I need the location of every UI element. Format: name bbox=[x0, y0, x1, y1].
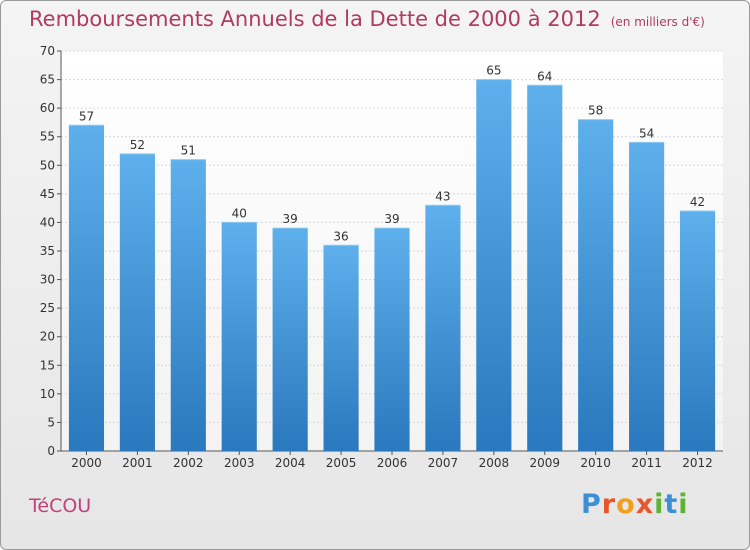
x-tick-label: 2002 bbox=[173, 456, 204, 470]
bar bbox=[170, 159, 206, 452]
x-tick-label: 2012 bbox=[682, 456, 713, 470]
y-tick-label: 40 bbox=[40, 215, 55, 229]
bar bbox=[578, 119, 614, 452]
x-tick-label: 2010 bbox=[580, 456, 611, 470]
y-tick-label: 45 bbox=[40, 187, 55, 201]
x-tick-label: 2005 bbox=[326, 456, 357, 470]
bar-value-label: 42 bbox=[690, 195, 705, 209]
y-tick-label: 65 bbox=[40, 73, 55, 87]
bar bbox=[323, 245, 359, 451]
bar-value-label: 43 bbox=[435, 189, 450, 203]
bar-value-label: 39 bbox=[384, 212, 399, 226]
bar bbox=[527, 85, 563, 452]
bar-value-label: 58 bbox=[588, 104, 603, 118]
x-tick-label: 2004 bbox=[275, 456, 306, 470]
y-tick-label: 55 bbox=[40, 130, 55, 144]
bar-value-label: 36 bbox=[333, 229, 348, 243]
bar bbox=[629, 142, 665, 451]
y-tick-label: 35 bbox=[40, 244, 55, 258]
bar bbox=[679, 211, 716, 451]
logo-letter: x bbox=[635, 489, 655, 520]
y-tick-label: 70 bbox=[40, 44, 55, 58]
bar bbox=[476, 79, 512, 452]
x-tick-label: 2009 bbox=[529, 456, 560, 470]
commune-name: TéCOU bbox=[29, 495, 92, 517]
bar-value-label: 57 bbox=[79, 109, 94, 123]
logo-letter: P bbox=[581, 489, 602, 520]
bar bbox=[374, 228, 410, 451]
x-tick-label: 2007 bbox=[428, 456, 459, 470]
bar bbox=[221, 222, 257, 451]
x-tick-label: 2008 bbox=[479, 456, 510, 470]
x-tick-label: 2001 bbox=[122, 456, 153, 470]
logo-letter: i bbox=[654, 489, 665, 520]
bar-value-label: 51 bbox=[181, 144, 196, 158]
chart-title: Remboursements Annuels de la Dette de 20… bbox=[29, 7, 705, 31]
bar bbox=[119, 153, 155, 451]
y-tick-label: 0 bbox=[47, 444, 55, 458]
y-tick-label: 10 bbox=[40, 387, 55, 401]
bar-value-label: 64 bbox=[537, 69, 552, 83]
logo-letter: i bbox=[678, 489, 689, 520]
chart-unit: (en milliers d'€) bbox=[610, 15, 705, 29]
y-tick-label: 50 bbox=[40, 158, 55, 172]
x-tick-label: 2000 bbox=[71, 456, 102, 470]
bar-value-label: 54 bbox=[639, 126, 654, 140]
y-tick-label: 30 bbox=[40, 273, 55, 287]
bar-value-label: 52 bbox=[130, 138, 145, 152]
bar bbox=[272, 228, 308, 451]
y-tick-label: 60 bbox=[40, 101, 55, 115]
logo-letter: o bbox=[616, 489, 636, 520]
x-tick-label: 2006 bbox=[377, 456, 408, 470]
y-tick-label: 15 bbox=[40, 358, 55, 372]
logo-letter: t bbox=[664, 489, 679, 520]
bar-value-label: 40 bbox=[232, 206, 247, 220]
proxiti-logo: Proxiti bbox=[581, 489, 689, 520]
bar bbox=[68, 125, 105, 452]
bar-value-label: 65 bbox=[486, 64, 501, 78]
y-tick-label: 5 bbox=[47, 415, 55, 429]
x-tick-label: 2011 bbox=[631, 456, 662, 470]
chart-title-text: Remboursements Annuels de la Dette de 20… bbox=[29, 7, 601, 31]
y-tick-label: 25 bbox=[40, 301, 55, 315]
logo-letter: r bbox=[601, 489, 617, 520]
y-tick-label: 20 bbox=[40, 330, 55, 344]
bar-value-label: 39 bbox=[283, 212, 298, 226]
x-tick-label: 2003 bbox=[224, 456, 255, 470]
bar bbox=[425, 205, 461, 451]
